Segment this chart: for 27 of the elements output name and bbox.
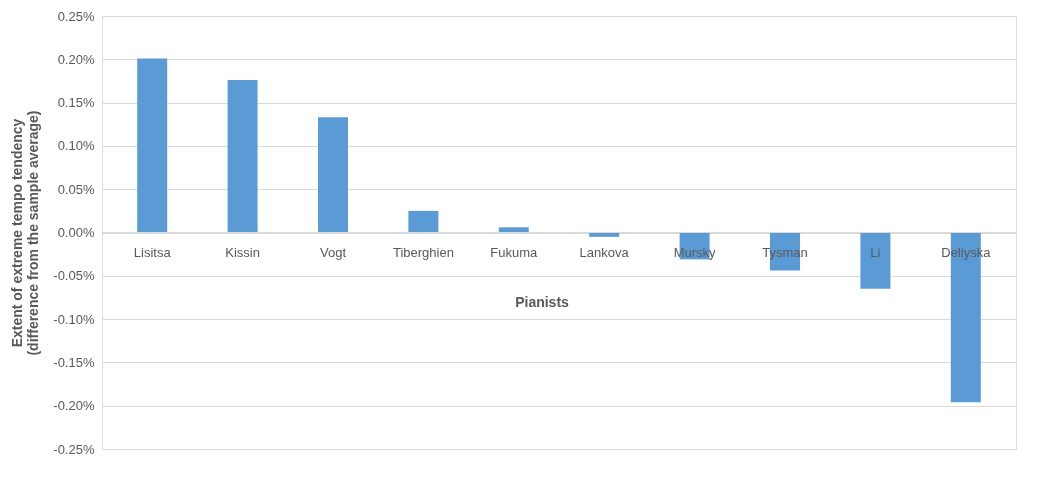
y-tick-label: -0.15% (53, 354, 95, 370)
y-tick-label: -0.10% (53, 311, 95, 327)
bar (137, 58, 168, 233)
y-tick-label: -0.25% (53, 441, 95, 457)
x-tick-label: Fukuma (490, 244, 539, 260)
x-tick-label: Kissin (225, 244, 260, 260)
y-tick-label: 0.20% (57, 51, 95, 67)
y-axis-title: Extent of extreme tempo tendency (difference from the sample average) (9, 110, 42, 356)
y-tick-label: 0.15% (57, 95, 95, 111)
x-tick-label: Lankova (579, 244, 630, 260)
bar (318, 117, 348, 233)
bar (860, 232, 891, 289)
x-axis-title: Pianists (515, 294, 570, 310)
bar (227, 80, 258, 233)
bar (589, 232, 620, 237)
y-tick-label: -0.05% (53, 268, 95, 284)
x-tick-label: Li (870, 244, 881, 260)
bar (408, 210, 439, 233)
bar (498, 227, 529, 233)
x-tick-label: Tiberghien (392, 244, 454, 260)
y-tick-label: -0.20% (53, 398, 95, 414)
x-tick-label: Lisitsa (133, 244, 172, 260)
y-tick-label: 0.05% (57, 181, 95, 197)
y-tick-label: 0.25% (57, 8, 95, 24)
y-tick-label: 0.10% (57, 138, 95, 154)
y-tick-label: 0.00% (57, 225, 95, 240)
x-tick-label: Vogt (319, 244, 347, 260)
